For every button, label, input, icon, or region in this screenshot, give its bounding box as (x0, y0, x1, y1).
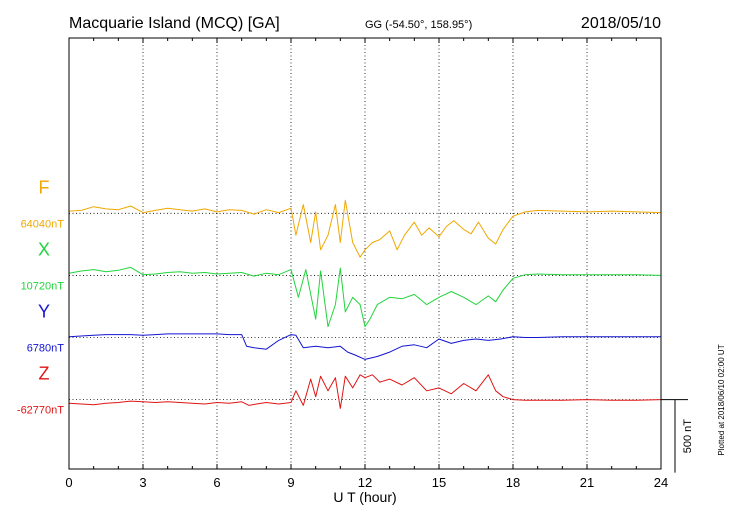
x-tick-label: 3 (139, 475, 146, 490)
channel-labels: F 64040nT X 10720nT Y 6780nT Z -62770nT (17, 177, 64, 416)
x-tick-label: 12 (358, 475, 372, 490)
series-line-y (68, 333, 661, 360)
series-baseline-x: 10720nT (21, 280, 65, 292)
grid-layer (69, 38, 661, 469)
station-title: Macquarie Island (MCQ) [GA] (69, 15, 280, 32)
x-tick-label: 6 (213, 475, 220, 490)
date-label: 2018/05/10 (581, 15, 661, 32)
series-line-z (68, 374, 662, 409)
x-tick-label: 24 (654, 475, 668, 490)
series-layer (68, 199, 662, 409)
plotted-note: Plotted at 2018/06/10 02:00 UT (717, 344, 726, 455)
x-tick-label: 21 (580, 475, 594, 490)
x-axis-ticks: 0 3 6 9 12 15 18 21 24 (65, 38, 668, 490)
series-baseline-f: 64040nT (21, 218, 65, 230)
plot-frame (68, 37, 662, 470)
x-tick-label: 0 (65, 475, 72, 490)
series-line-x (68, 266, 662, 328)
x-axis-label: U T (hour) (333, 489, 396, 505)
scale-bar-label: 500 nT (682, 419, 694, 454)
series-line-f (68, 199, 662, 258)
scale-bar: 500 nT (661, 399, 694, 473)
series-name-x: X (38, 239, 50, 259)
series-name-y: Y (38, 302, 50, 322)
series-name-z: Z (39, 364, 50, 384)
series-name-f: F (39, 177, 50, 197)
coordinates-label: GG (-54.50°, 158.95°) (365, 19, 472, 31)
x-tick-label: 9 (287, 475, 294, 490)
series-baseline-y: 6780nT (27, 343, 65, 355)
x-tick-label: 18 (506, 475, 520, 490)
series-baseline-z: -62770nT (17, 405, 64, 417)
x-tick-label: 15 (432, 475, 446, 490)
